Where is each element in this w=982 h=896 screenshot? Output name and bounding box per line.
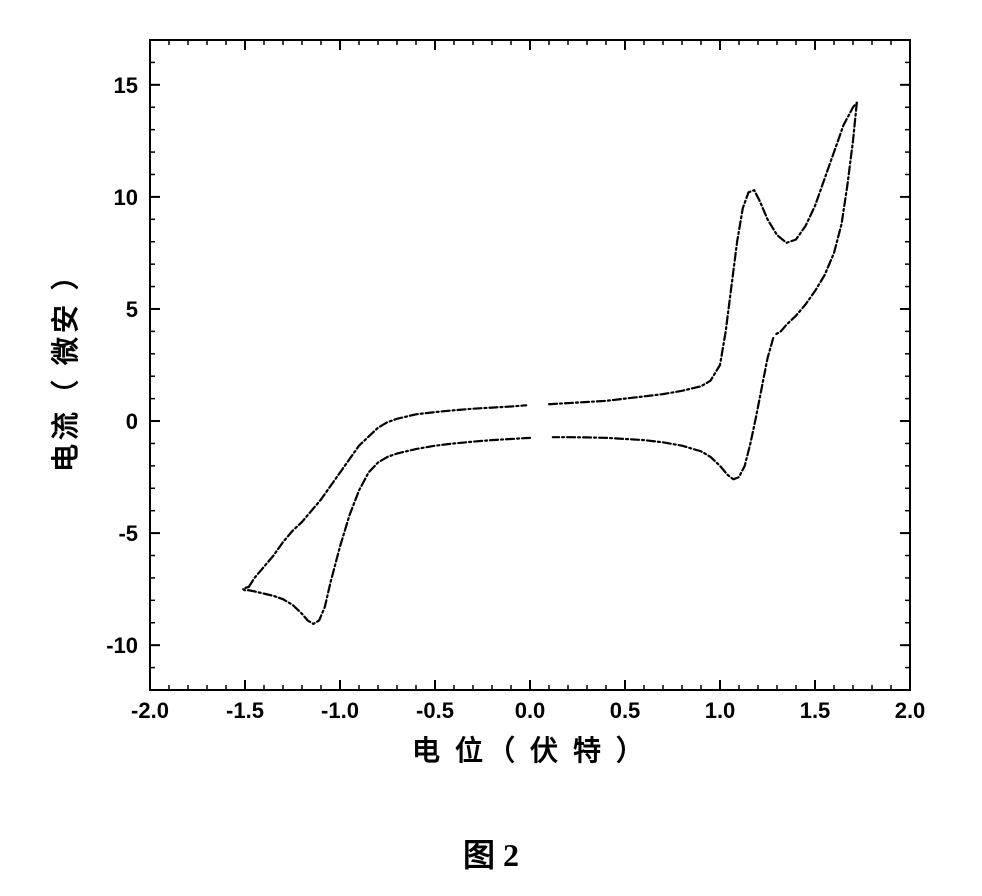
x-tick-label: 1.5 (800, 698, 831, 723)
x-tick-label: 0.0 (515, 698, 546, 723)
x-tick-label: 1.0 (705, 698, 736, 723)
chart-svg: -2.0 -1.5 -1.0 -0.5 0.0 0.5 1.0 1.5 2.0 -10 -5 0 5 10… (40, 20, 940, 800)
x-tick-label: -1.0 (321, 698, 359, 723)
cv-return-right (775, 103, 857, 335)
y-tick-label: -10 (106, 633, 138, 658)
x-axis-label: 电 位（ 伏 特 ） (412, 734, 648, 767)
x-tick-label: 0.5 (610, 698, 641, 723)
cv-chart: -2.0 -1.5 -1.0 -0.5 0.0 0.5 1.0 1.5 2.0 -10 -5 0 5 10… (40, 20, 940, 800)
y-tick-label: 15 (114, 73, 138, 98)
cv-forward-upper (249, 405, 526, 587)
y-axis-label: 电流（ 微安 ） (49, 258, 82, 472)
y-tick-label: -5 (118, 521, 138, 546)
x-tick-label: -2.0 (131, 698, 169, 723)
figure-caption: 图 2 (0, 830, 982, 876)
x-tick-label: 2.0 (895, 698, 926, 723)
y-tick-label: 10 (114, 185, 138, 210)
y-tick-label: 5 (126, 297, 138, 322)
x-tick-label: -1.5 (226, 698, 264, 723)
y-tick-label: 0 (126, 409, 138, 434)
cv-return-lower-2 (243, 438, 530, 624)
cv-return-lower (553, 338, 773, 479)
cv-forward-upper-2 (549, 103, 857, 404)
x-tick-label: -0.5 (416, 698, 454, 723)
